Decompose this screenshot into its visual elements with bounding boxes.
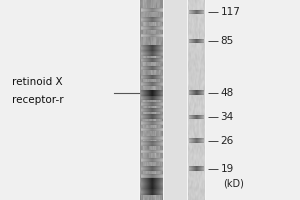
Text: 48: 48 (220, 88, 234, 98)
Text: 85: 85 (220, 36, 234, 46)
Text: 26: 26 (220, 136, 234, 146)
Bar (206, 0, 300, 200)
Text: 34: 34 (220, 112, 234, 122)
Text: receptor-r: receptor-r (12, 95, 64, 105)
Text: retinoid X: retinoid X (12, 77, 63, 87)
Bar (164, 0, 187, 200)
Bar (0, 0, 139, 200)
Text: 117: 117 (220, 7, 240, 17)
Text: (kD): (kD) (223, 179, 244, 189)
Text: 19: 19 (220, 164, 234, 174)
